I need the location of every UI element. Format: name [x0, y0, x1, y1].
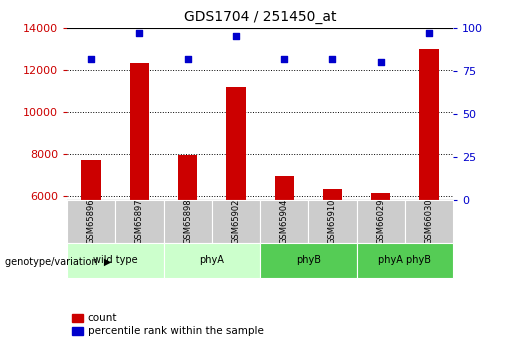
Bar [178, 155, 197, 200]
Bar [163, 243, 260, 278]
Text: phyB: phyB [296, 256, 321, 265]
Text: GSM66029: GSM66029 [376, 199, 385, 244]
Bar [356, 200, 405, 243]
Bar [405, 200, 453, 243]
Bar [163, 200, 212, 243]
Bar [212, 200, 260, 243]
Bar [226, 87, 246, 200]
Bar [260, 243, 356, 278]
Text: GSM65910: GSM65910 [328, 199, 337, 244]
Bar [115, 200, 163, 243]
Point [329, 56, 337, 61]
Text: phyA: phyA [199, 256, 224, 265]
Bar [419, 49, 439, 200]
Text: GSM65904: GSM65904 [280, 199, 289, 244]
Text: wild type: wild type [93, 256, 138, 265]
Title: GDS1704 / 251450_at: GDS1704 / 251450_at [184, 10, 336, 24]
Point [376, 59, 385, 65]
Legend: count, percentile rank within the sample: count, percentile rank within the sample [72, 313, 264, 336]
Bar [308, 200, 356, 243]
Text: GSM65897: GSM65897 [135, 199, 144, 245]
Point [135, 30, 144, 36]
Point [232, 33, 240, 39]
Point [183, 56, 192, 61]
Text: GSM65898: GSM65898 [183, 199, 192, 245]
Text: genotype/variation  ▶: genotype/variation ▶ [5, 257, 112, 267]
Text: GSM65902: GSM65902 [231, 199, 241, 244]
Bar [130, 63, 149, 200]
Bar [323, 188, 342, 200]
Bar [81, 160, 101, 200]
Text: GSM65896: GSM65896 [87, 199, 96, 245]
Bar [371, 193, 390, 200]
Bar [67, 200, 115, 243]
Point [87, 56, 95, 61]
Bar [260, 200, 308, 243]
Point [280, 56, 288, 61]
Text: phyA phyB: phyA phyB [379, 256, 432, 265]
Bar [67, 243, 163, 278]
Point [425, 30, 433, 36]
Text: GSM66030: GSM66030 [424, 199, 434, 245]
Bar [274, 176, 294, 200]
Bar [356, 243, 453, 278]
